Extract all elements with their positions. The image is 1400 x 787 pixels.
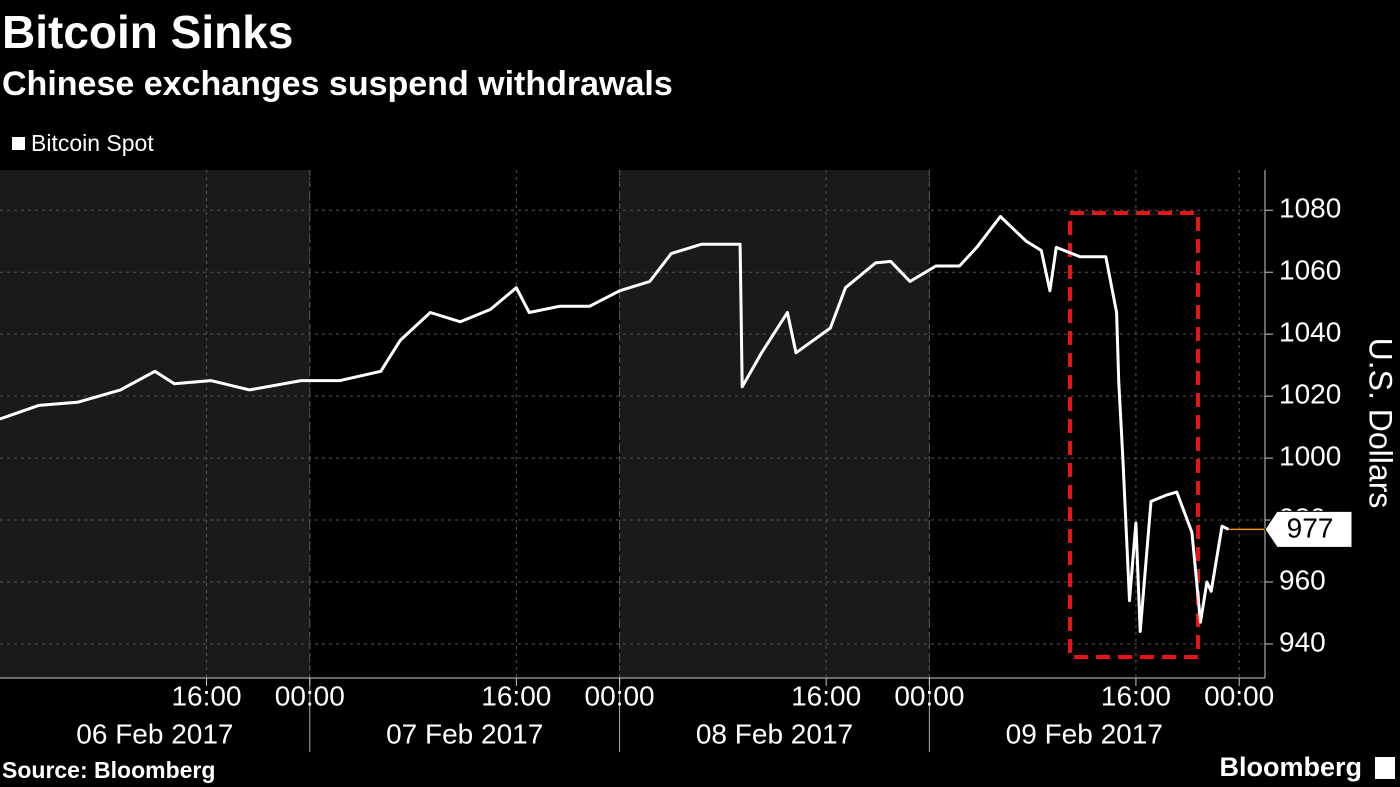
brand-icon [1375, 757, 1395, 779]
x-tick-label: 00:00 [275, 680, 345, 711]
x-tick-label: 16:00 [481, 680, 551, 711]
date-label: 06 Feb 2017 [76, 718, 233, 749]
y-tick-label: 940 [1279, 626, 1326, 657]
brand: Bloomberg [1219, 752, 1362, 782]
chart-title: Bitcoin Sinks [2, 6, 293, 58]
y-tick-label: 1060 [1279, 255, 1341, 286]
x-tick-label: 00:00 [1204, 680, 1274, 711]
date-label: 08 Feb 2017 [696, 718, 853, 749]
last-value-label: 977 [1287, 513, 1334, 544]
date-label: 07 Feb 2017 [386, 718, 543, 749]
source: Source: Bloomberg [2, 757, 215, 783]
day-band [619, 170, 930, 678]
last-value-tag [1264, 510, 1353, 548]
y-axis-label: U.S. Dollars [1363, 338, 1399, 509]
y-tick-label: 1080 [1279, 193, 1341, 224]
legend-swatch [12, 137, 25, 150]
y-tick-label: 1020 [1279, 379, 1341, 410]
y-tick-label: 1000 [1279, 440, 1341, 471]
day-band [0, 170, 310, 678]
chart-subtitle: Chinese exchanges suspend withdrawals [2, 65, 673, 103]
y-tick-label: 1040 [1279, 317, 1341, 348]
x-tick-label: 00:00 [894, 680, 964, 711]
date-label: 09 Feb 2017 [1006, 718, 1163, 749]
x-tick-label: 16:00 [1101, 680, 1171, 711]
x-tick-label: 16:00 [791, 680, 861, 711]
price-line [0, 215, 1230, 633]
legend-label: Bitcoin Spot [31, 130, 154, 156]
x-tick-label: 16:00 [171, 680, 241, 711]
y-tick-label: 960 [1279, 564, 1326, 595]
x-tick-label: 00:00 [585, 680, 655, 711]
